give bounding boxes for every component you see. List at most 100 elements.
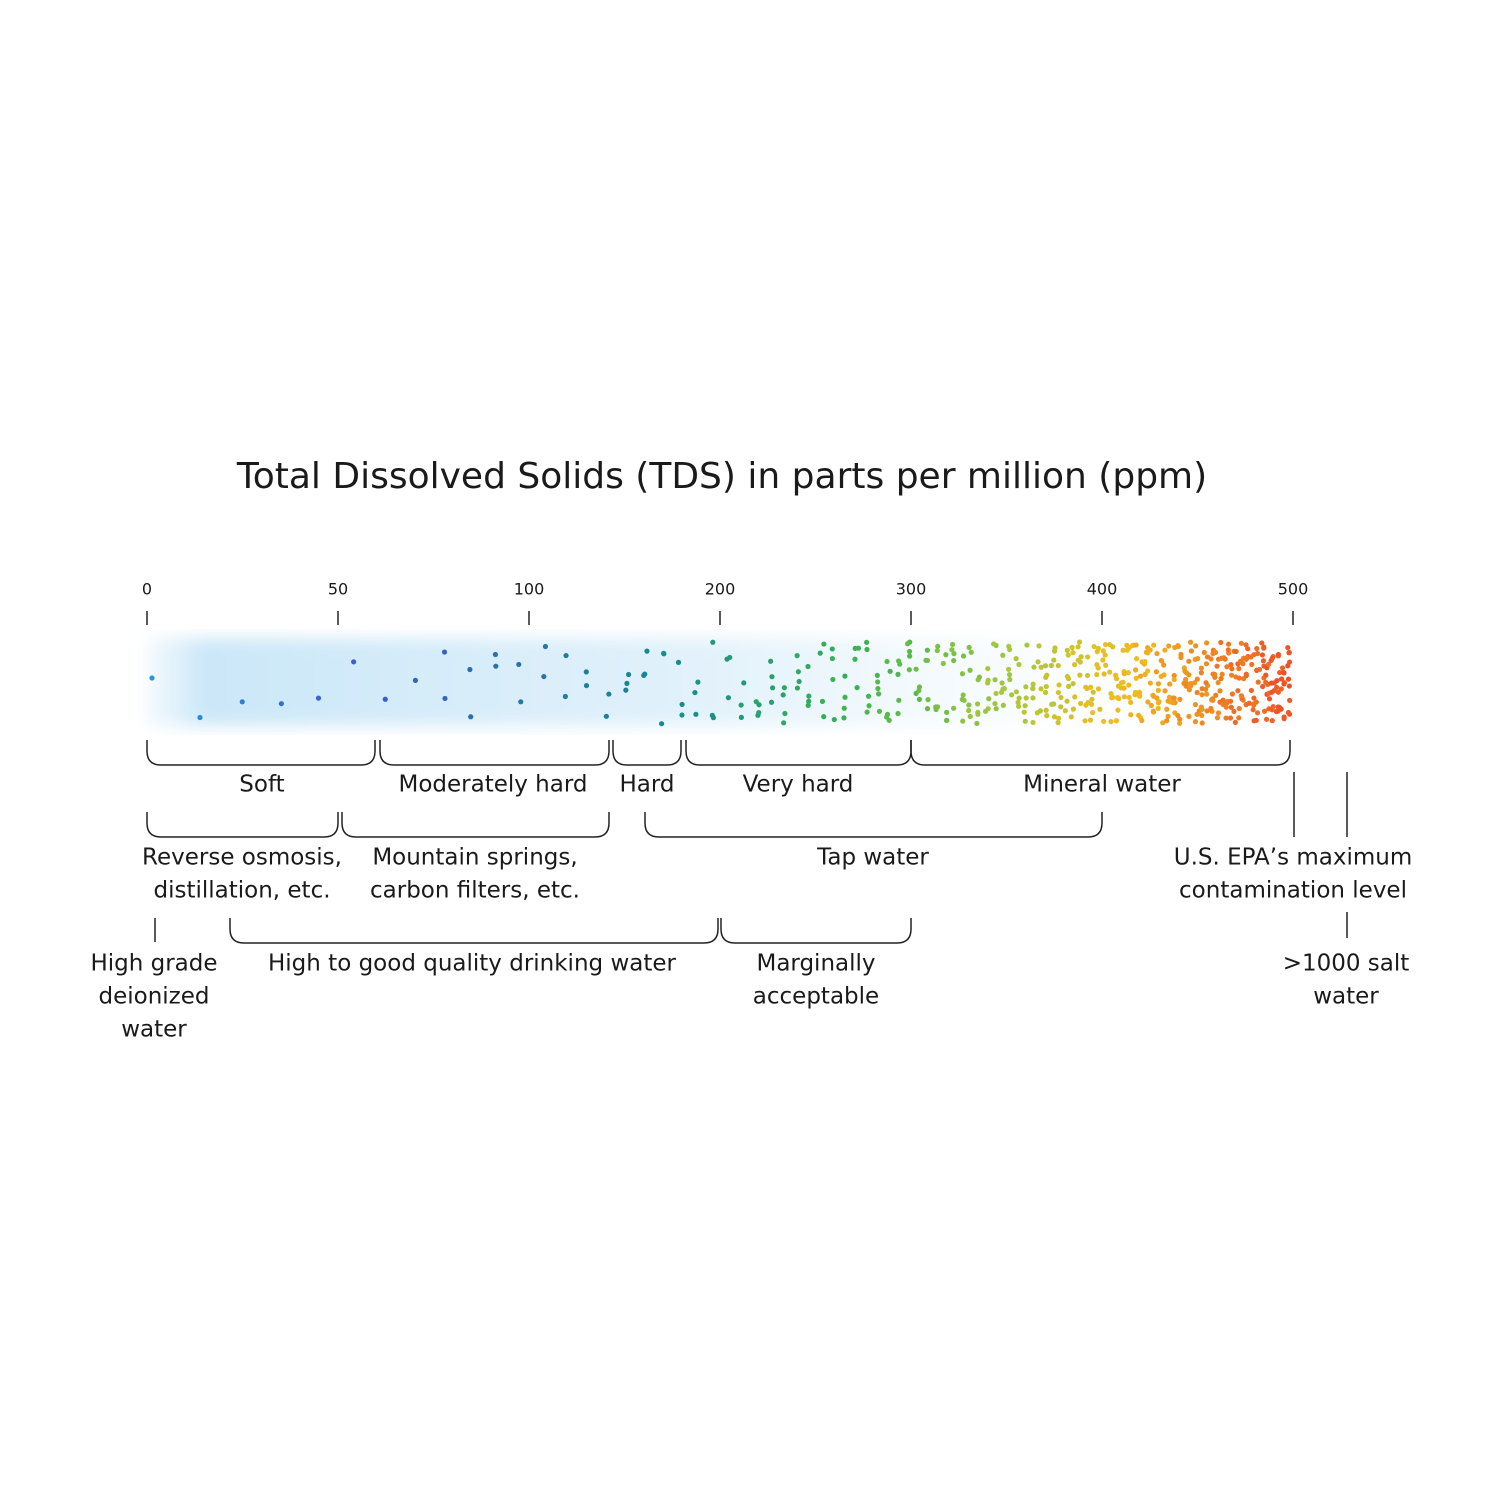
dot xyxy=(1248,687,1254,694)
dot xyxy=(1251,695,1257,701)
dot xyxy=(1000,652,1006,658)
dot xyxy=(1121,685,1127,691)
dot xyxy=(1058,704,1064,710)
dot xyxy=(1095,686,1102,692)
dot xyxy=(796,678,802,685)
dot xyxy=(805,702,811,708)
dot xyxy=(1240,661,1246,667)
dot xyxy=(992,677,998,683)
dot xyxy=(1094,662,1100,668)
dot xyxy=(1132,689,1139,696)
dot xyxy=(1100,648,1106,654)
dot xyxy=(1094,648,1100,655)
dot xyxy=(1043,683,1049,690)
dot xyxy=(1238,640,1244,646)
dot xyxy=(1128,699,1134,706)
dot xyxy=(1246,700,1252,706)
bracket xyxy=(379,740,610,766)
dot xyxy=(1238,693,1244,699)
dot xyxy=(935,643,941,649)
dot xyxy=(795,669,801,675)
dot xyxy=(1263,716,1270,722)
dot xyxy=(1236,715,1242,721)
dot xyxy=(1263,672,1269,678)
dot xyxy=(1223,715,1229,721)
dot xyxy=(1265,661,1272,667)
quality-label: High grade xyxy=(90,951,217,977)
dot xyxy=(1253,717,1259,723)
dot xyxy=(768,699,775,705)
dot xyxy=(1171,672,1177,679)
dot xyxy=(1009,692,1015,698)
dot xyxy=(710,639,716,645)
dot xyxy=(1227,698,1234,704)
dot xyxy=(1204,708,1210,714)
dot xyxy=(855,645,862,651)
dot xyxy=(1277,669,1283,676)
dot xyxy=(1155,687,1161,693)
dot xyxy=(1108,719,1114,725)
dot xyxy=(864,646,870,653)
dot xyxy=(975,711,981,717)
dot xyxy=(1259,640,1265,646)
dot xyxy=(492,651,499,658)
dot xyxy=(960,692,966,698)
dot xyxy=(916,696,923,702)
dot xyxy=(1170,695,1176,701)
dot xyxy=(1158,673,1164,680)
dot xyxy=(943,652,949,658)
dot xyxy=(1055,662,1061,669)
dot xyxy=(1089,696,1095,702)
dot xyxy=(1071,661,1078,668)
dot xyxy=(1273,708,1280,715)
dot xyxy=(1274,677,1280,684)
dot xyxy=(1278,706,1284,712)
dot xyxy=(606,691,612,697)
dot xyxy=(1153,669,1159,675)
dot xyxy=(278,701,284,707)
dot xyxy=(1101,718,1107,725)
dot xyxy=(679,712,685,718)
bracket xyxy=(229,918,719,944)
dot xyxy=(1250,707,1256,713)
dot xyxy=(625,671,632,678)
dot xyxy=(1208,705,1214,712)
dot xyxy=(1114,695,1121,701)
dot xyxy=(1188,648,1194,654)
dot xyxy=(1077,700,1084,707)
dot xyxy=(949,647,955,653)
dot xyxy=(829,646,835,652)
dot xyxy=(1218,675,1224,682)
hardness-label: Mineral water xyxy=(1023,772,1181,798)
dot xyxy=(1285,644,1291,651)
tick-label: 200 xyxy=(705,580,736,599)
dot xyxy=(1016,695,1022,701)
dot xyxy=(830,676,836,683)
dot xyxy=(1229,691,1236,697)
dot xyxy=(1225,641,1232,647)
dot xyxy=(1090,709,1096,716)
dot xyxy=(864,709,870,715)
dot xyxy=(1038,664,1044,670)
dot xyxy=(1194,689,1200,696)
dot xyxy=(1113,718,1119,724)
dot xyxy=(906,648,913,655)
bracket xyxy=(685,740,912,766)
source-label: Tap water xyxy=(816,845,929,871)
dot xyxy=(695,679,701,685)
dot xyxy=(1159,658,1165,664)
dot xyxy=(382,696,388,702)
dot xyxy=(1070,706,1076,712)
dot xyxy=(197,714,203,721)
dot xyxy=(1022,703,1028,709)
dot xyxy=(1198,670,1204,676)
dot xyxy=(884,658,890,665)
dot xyxy=(1217,688,1223,694)
dot xyxy=(1164,706,1170,712)
dot xyxy=(1013,656,1019,662)
dot xyxy=(1254,710,1261,716)
dot xyxy=(1016,661,1022,668)
dot xyxy=(1065,676,1072,682)
dot xyxy=(1165,713,1171,719)
dot xyxy=(675,659,682,665)
